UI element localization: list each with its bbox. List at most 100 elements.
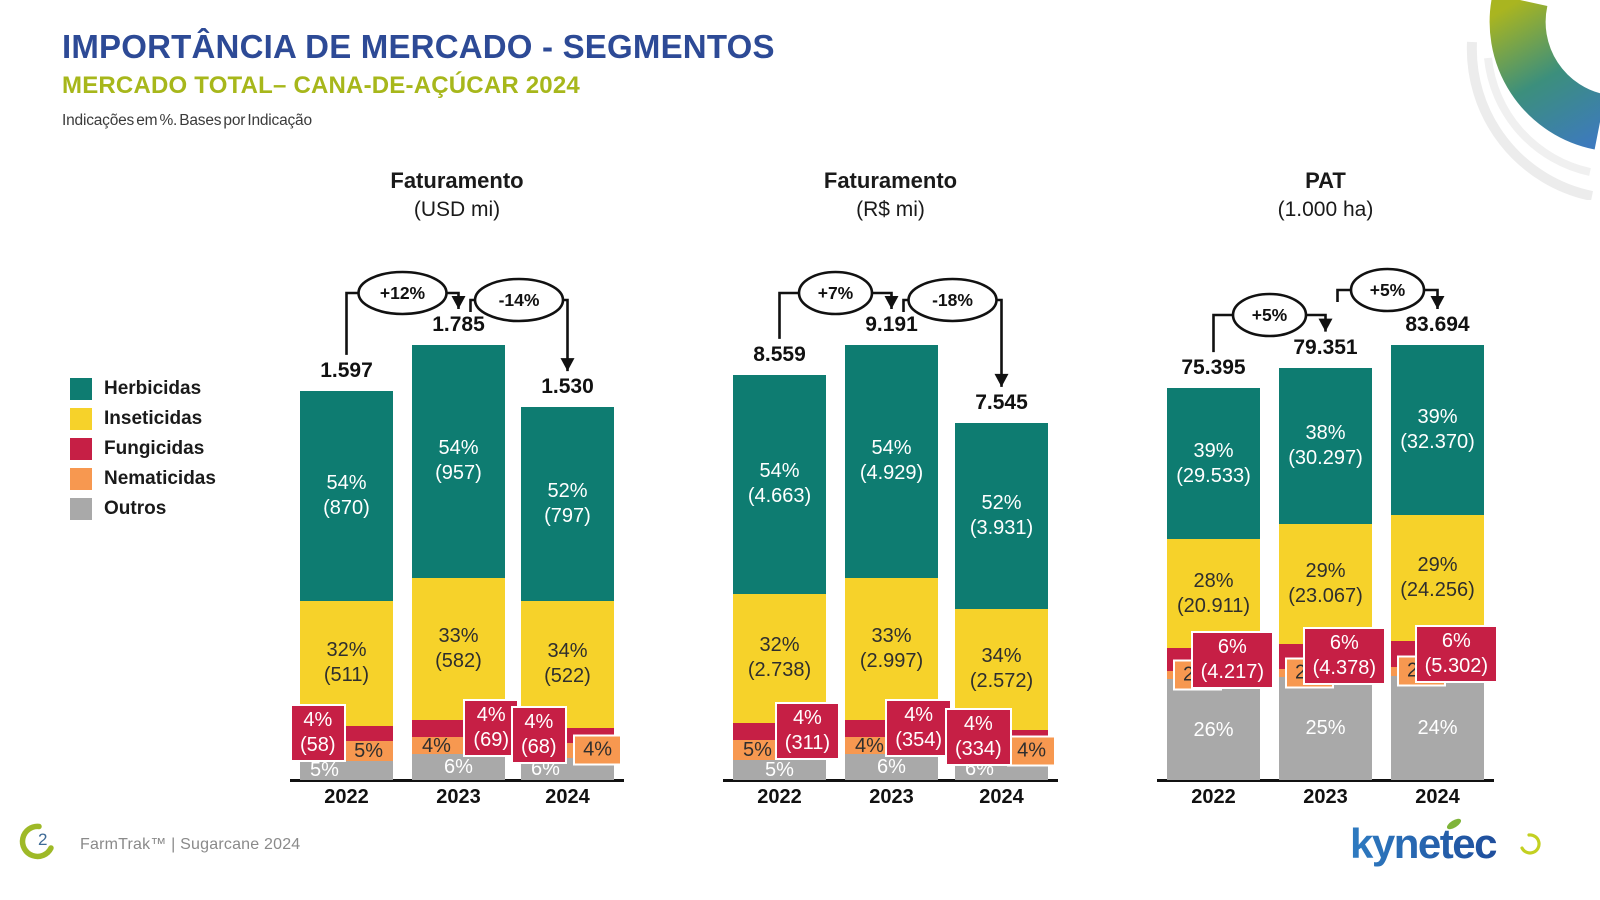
change-arrowhead [560,358,575,372]
segment-inseticidas [1167,539,1260,649]
legend-swatch-icon [70,378,92,400]
axis-year: 2024 [545,786,590,808]
segment-callout-nematicidas: 4% [573,734,622,766]
bar-2024: 6% 4% 4% (334) 34% (2.572) 52% (3.931) 7.545 [945,391,1056,780]
change-badge [1231,292,1308,338]
bar-2023: 25%2%6%(4.378)29%(23.067)38%(30.297)79.3… [1279,336,1386,780]
callout-pct: 6% [1441,629,1471,652]
change-badge-label: -14% [499,290,540,310]
chart-title: Faturamento [823,168,958,193]
legend-item: Fungicidas [70,438,216,460]
axis-year: 2023 [1303,786,1348,808]
x-axis [290,779,624,782]
chart-unit: (1.000 ha) [1277,198,1374,221]
chart-header: PAT (1.000 ha) [1176,168,1476,222]
callout-pct: 4% [524,711,554,734]
change-badge-label: +5% [1370,280,1406,300]
logo-leaf-icon [1446,818,1462,830]
axis-year: 2023 [436,786,481,808]
chart-title: Faturamento [390,168,524,193]
segment-callout-fungicidas: 6% (4.378) [1302,627,1386,686]
legend-item: Outros [70,498,216,520]
change-arrowhead [1430,296,1445,309]
change-arrowhead [884,296,899,309]
axis-year: 2024 [979,786,1024,808]
kynetec-logo: kynetec [1350,818,1541,867]
callout-value: (4.217) [1200,660,1264,683]
bar-2022: 5% 5% 4% (311) 32% (2.738) 54% (4.663) 8.559 [733,343,840,780]
bar-total: 1.597 [320,358,373,382]
legend-label: Inseticidas [104,408,203,429]
bar-total: 1.530 [541,375,594,399]
change-badge-label: +5% [1252,305,1288,325]
segment-inseticidas [1279,524,1372,644]
x-axis [723,779,1058,782]
chart-header: Faturamento (USD mi) [307,168,607,222]
change-badge [1349,267,1426,313]
segment-outros [412,754,505,780]
legend-swatch-icon [70,498,92,520]
change-arrowhead [994,373,1009,387]
change-badge-label: +12% [380,283,426,303]
segment-outros [845,754,938,780]
bar-total: 79.351 [1293,335,1358,359]
legend-label: Outros [104,498,167,519]
bar-2024: 6% 4% 4% (68) 34% (522) 52% (797) 1.530 [511,375,622,780]
segment-inseticidas [733,593,826,724]
segment-callout-fungicidas: 6% (5.302) [1414,624,1498,683]
change-badge [797,270,874,316]
segment-inseticidas [412,577,505,720]
legend-label: Herbicidas [104,378,202,399]
segment-callout-fungicidas: 4% (354) [885,699,952,758]
legend-label: Fungicidas [104,438,205,459]
legend-item: Inseticidas [70,408,216,430]
callout-pct: 4% [792,707,822,730]
segment-callout-nematicidas: 4% [1007,735,1056,767]
legend-swatch-icon [70,408,92,430]
segment-herbicidas [1167,388,1260,540]
x-axis [1157,779,1494,782]
segment-outros [733,759,826,780]
segment-callout-fungicidas: 6% (4.217) [1190,630,1274,689]
segment-outros [300,760,393,780]
callout-pct: 6% [1329,632,1359,655]
page-note: Indicações em %. Bases por Indicação [62,112,312,129]
segment-callout-fungicidas: 4% (68) [511,706,567,765]
change-arrowhead [1318,318,1333,332]
page-number-arc [19,823,54,860]
callout-value: (5.302) [1424,654,1488,677]
bar-total: 75.395 [1181,356,1246,380]
callout-value: (68) [521,736,557,759]
bar-2023: 6% 4% 4% (69) 33% (582) 54% (957) 1.785 [412,313,519,780]
segment-callout-fungicidas: 4% (311) [774,702,840,761]
axis-year: 2022 [324,786,369,808]
segment-outros [1391,675,1484,780]
callout-value: (58) [300,734,336,757]
legend-swatch-icon [70,468,92,490]
bar-total: 1.785 [432,313,485,336]
segment-herbicidas [412,345,505,578]
logo-text: kynetec [1350,820,1497,867]
axis-year: 2024 [1415,786,1460,808]
segment-herbicidas [300,390,393,601]
logo-swirl-icon [1520,833,1541,855]
segment-herbicidas [1279,367,1372,525]
chart-unit: (USD mi) [413,198,501,221]
callout-value: (69) [473,729,509,752]
callout-value: (334) [955,738,1002,761]
bar-total: 9.191 [865,313,918,336]
bar-total: 7.545 [975,390,1028,414]
segment-callout-fungicidas: 4% (58) [290,704,346,763]
callout-value: (4.378) [1312,657,1376,680]
page-subtitle: MERCADO TOTAL– CANA-DE-AÇÚCAR 2024 [62,72,580,99]
axis-year: 2023 [869,786,914,808]
callout-pct: 4% [904,704,934,727]
segment-herbicidas [733,374,826,594]
segment-callout-fungicidas: 4% (69) [463,699,519,758]
segment-outros [1279,676,1372,780]
legend-item: Nematicidas [70,468,216,490]
callout-pct: 6% [1217,635,1247,658]
callout-pct: 4% [963,713,993,736]
legend: Herbicidas Inseticidas Fungicidas Nematicid… [70,378,216,528]
